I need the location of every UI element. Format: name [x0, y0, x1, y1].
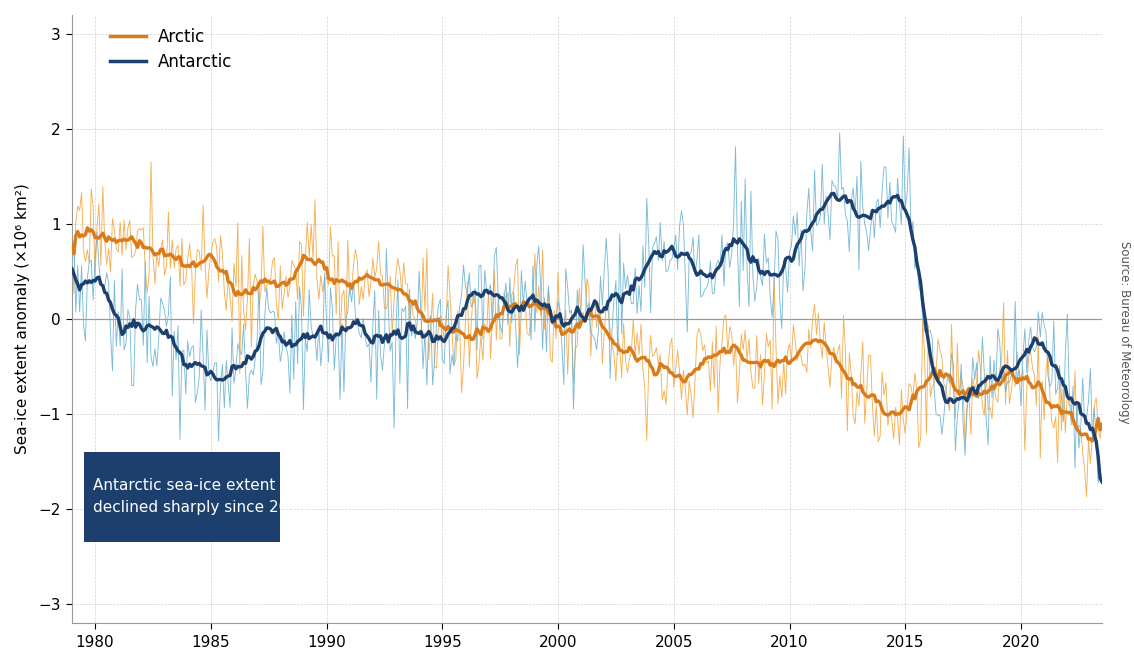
Text: Source: Bureau of Meteorology: Source: Bureau of Meteorology: [1118, 241, 1132, 424]
Legend: Arctic, Antarctic: Arctic, Antarctic: [103, 21, 239, 78]
Y-axis label: Sea-ice extent anomaly (×10⁶ km²): Sea-ice extent anomaly (×10⁶ km²): [15, 184, 29, 454]
Text: Antarctic sea-ice extent has
declined sharply since 2015.: Antarctic sea-ice extent has declined sh…: [93, 478, 312, 515]
FancyBboxPatch shape: [84, 452, 280, 542]
